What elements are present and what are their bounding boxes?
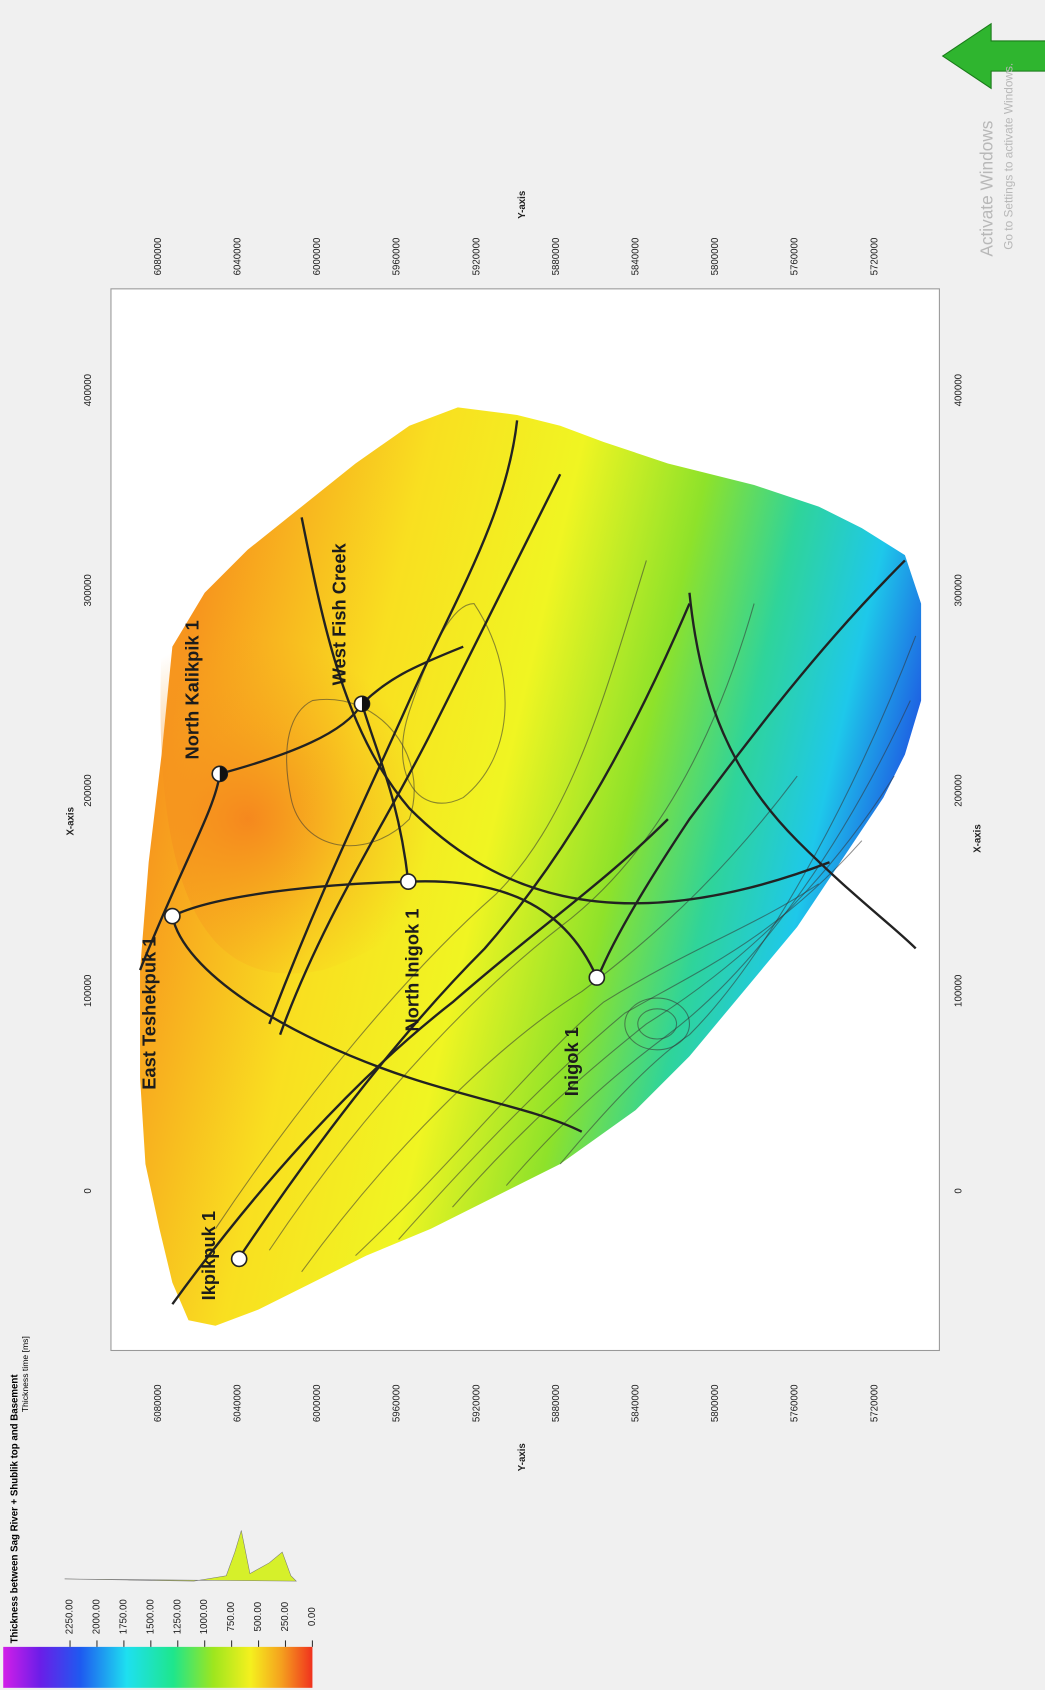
well-symbol (589, 970, 604, 985)
legend-tick-label: 0.00 (307, 1607, 318, 1626)
y-tick-label: 5720000 (869, 237, 880, 275)
watermark-title: Activate Windows (976, 121, 996, 257)
y-tick-label: 5920000 (471, 237, 482, 275)
legend-tick-label: 1250.00 (172, 1599, 183, 1635)
y-tick-label: 6040000 (233, 1384, 244, 1422)
well-label: East Teshekpuk 1 (139, 937, 160, 1090)
color-bar (3, 1647, 312, 1688)
x-tick-label: 100000 (953, 974, 964, 1007)
legend-tick-label: 500.00 (253, 1601, 264, 1631)
y-tick-label: 5920000 (471, 1384, 482, 1422)
y-tick-label: 6000000 (312, 1384, 323, 1422)
well-symbol (401, 874, 416, 889)
y-tick-label: 5760000 (790, 1384, 801, 1422)
x-tick-label: 0 (83, 1188, 94, 1194)
well-label: North Kalikpik 1 (182, 620, 203, 759)
legend-tick-label: 1750.00 (118, 1599, 129, 1635)
histogram (65, 1530, 297, 1581)
y-tick-label: 5880000 (551, 1384, 562, 1422)
x-tick-label: 0 (953, 1188, 964, 1194)
legend-tick-label: 2000.00 (92, 1599, 103, 1635)
y-tick-label: 5880000 (551, 237, 562, 275)
y-tick-label: 5800000 (710, 1384, 721, 1422)
well-label: Ikpikpuk 1 (198, 1211, 219, 1301)
well-symbol (165, 909, 180, 924)
x-tick-label: 200000 (953, 774, 964, 807)
x-axis-title: X-axis (66, 807, 77, 836)
canvas: 0 0 100000 100000 200000 200000 300000 300000 40… (3, 24, 1045, 1688)
x-tick-label: 400000 (953, 373, 964, 406)
y-tick-label: 6080000 (153, 1384, 164, 1422)
y-tick-label: 6080000 (153, 237, 164, 275)
y-tick-label: 5960000 (392, 1384, 403, 1422)
y-tick-label: 5800000 (710, 237, 721, 275)
x-tick-label: 300000 (83, 574, 94, 607)
legend-tick-label: 750.00 (226, 1601, 237, 1631)
y-tick-label: 5960000 (392, 237, 403, 275)
x-tick-label: 200000 (83, 774, 94, 807)
x-tick-label: 300000 (953, 574, 964, 607)
well-label: West Fish Creek (328, 542, 349, 685)
x-tick-label: 400000 (83, 373, 94, 406)
well-label: North Inigok 1 (402, 909, 423, 1032)
legend-subtitle: Thickness time [ms] (20, 1336, 30, 1412)
y-tick-label: 6000000 (312, 237, 323, 275)
y-tick-label: 5840000 (631, 1384, 642, 1422)
well-symbol (232, 1251, 247, 1266)
y-axis-title: Y-axis (517, 1443, 528, 1471)
legend-tick-label: 1500.00 (145, 1599, 156, 1635)
page: 0 0 100000 100000 200000 200000 300000 300000 40… (0, 0, 1045, 1690)
y-tick-label: 6040000 (233, 237, 244, 275)
x-tick-label: 100000 (83, 974, 94, 1007)
back-arrow[interactable] (943, 24, 1045, 89)
watermark-subtitle: Go to Settings to activate Windows. (1002, 63, 1016, 250)
legend-tick-label: 250.00 (280, 1601, 291, 1631)
y-axis-title: Y-axis (517, 191, 528, 219)
y-tick-label: 5760000 (790, 237, 801, 275)
legend-title: Thickness between Sag River + Shublik to… (10, 1374, 21, 1644)
well-label: Inigok 1 (561, 1027, 582, 1096)
legend-tick-label: 2250.00 (65, 1599, 76, 1635)
screenshot: 0 0 100000 100000 200000 200000 300000 300000 40… (0, 0, 1045, 1690)
y-tick-label: 5840000 (631, 237, 642, 275)
legend-tick-label: 1000.00 (199, 1599, 210, 1635)
y-tick-label: 5720000 (869, 1384, 880, 1422)
x-axis-title: X-axis (973, 824, 984, 853)
